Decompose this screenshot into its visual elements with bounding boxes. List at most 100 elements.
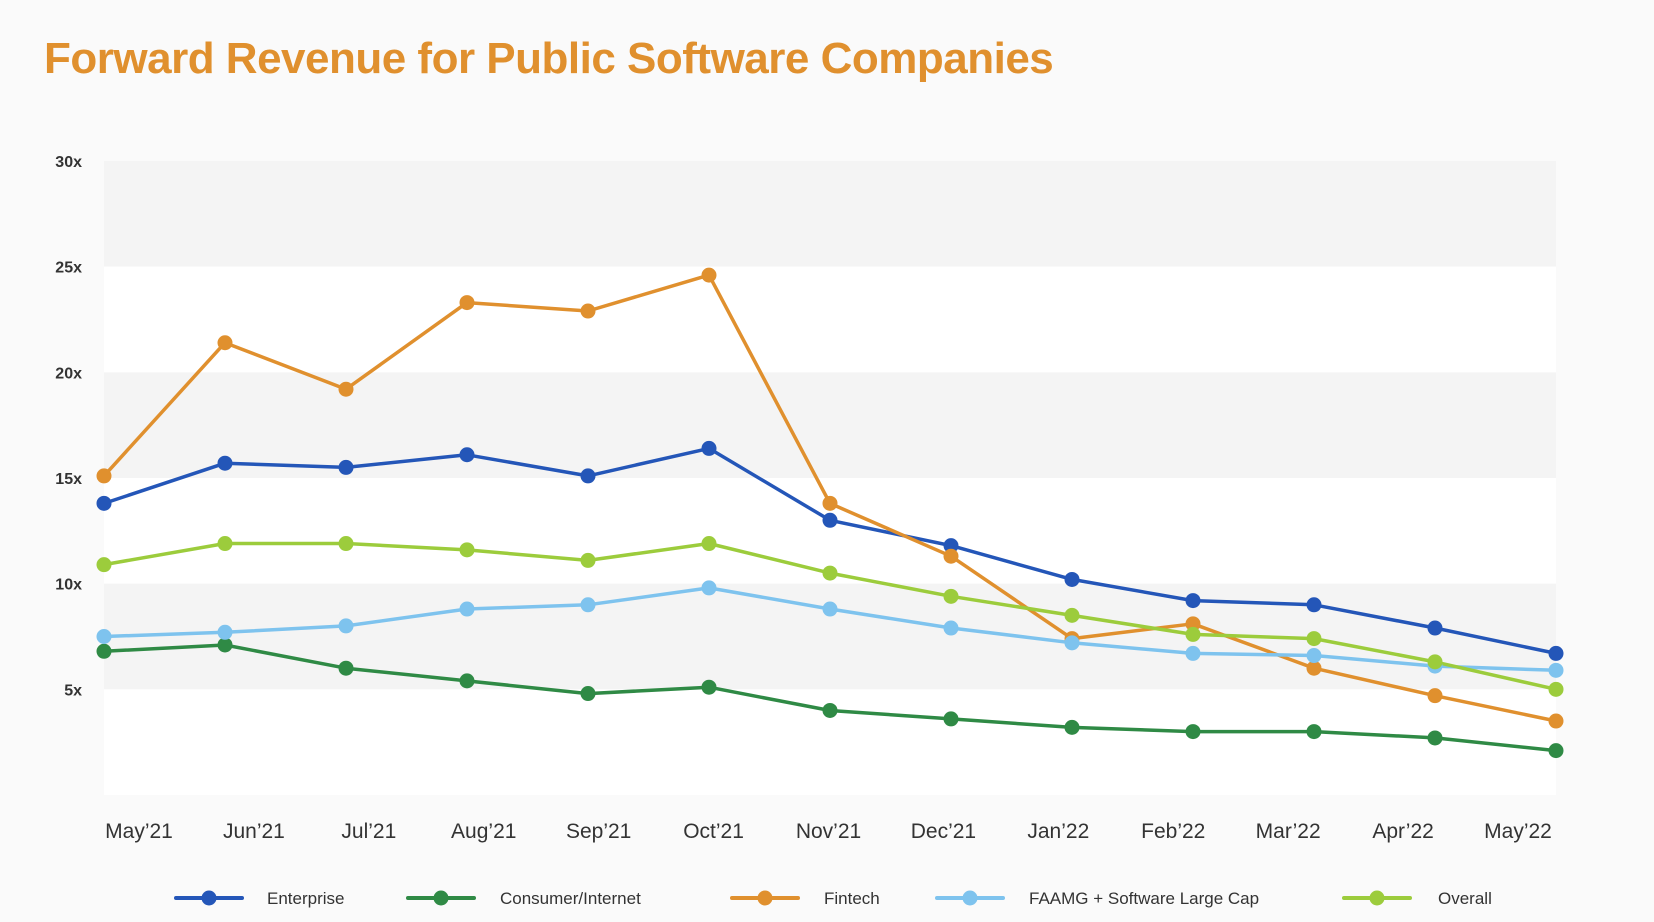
x-tick-label: Jul’21	[341, 820, 396, 843]
data-point	[338, 459, 354, 475]
data-point	[1427, 654, 1443, 670]
grid-band	[104, 372, 1556, 478]
data-point	[1548, 662, 1564, 678]
x-tick-label: Jan’22	[1027, 820, 1089, 843]
data-point	[96, 643, 112, 659]
data-point	[822, 495, 838, 511]
data-point	[701, 267, 717, 283]
legend-label: Fintech	[824, 889, 880, 908]
data-point	[217, 637, 233, 653]
data-point	[1306, 648, 1322, 664]
data-point	[1064, 719, 1080, 735]
x-tick-label: Oct’21	[683, 820, 744, 843]
x-tick-label: Sep’21	[566, 820, 631, 843]
x-tick-label: Aug’21	[451, 820, 516, 843]
x-tick-label: Dec’21	[911, 820, 976, 843]
data-point	[580, 303, 596, 319]
y-tick-label: 5x	[64, 682, 82, 699]
y-tick-label: 15x	[55, 471, 82, 488]
x-tick-label: May’22	[1484, 820, 1552, 843]
data-point	[1064, 635, 1080, 651]
y-tick-label: 10x	[55, 577, 82, 594]
y-tick-label: 25x	[55, 260, 82, 277]
legend-label: FAAMG + Software Large Cap	[1029, 889, 1259, 908]
x-tick-label: Apr’22	[1372, 820, 1433, 843]
data-point	[822, 601, 838, 617]
data-point	[1185, 626, 1201, 642]
legend-label: Enterprise	[267, 889, 344, 908]
y-tick-label: 30x	[55, 154, 82, 171]
legend-label: Consumer/Internet	[500, 889, 641, 908]
data-point	[1306, 597, 1322, 613]
chart-title: Forward Revenue for Public Software Comp…	[44, 34, 1054, 83]
legend-swatch-dot	[757, 890, 773, 906]
data-point	[217, 455, 233, 471]
data-point	[338, 381, 354, 397]
data-point	[217, 536, 233, 552]
data-point	[1185, 645, 1201, 661]
data-point	[580, 552, 596, 568]
data-point	[822, 512, 838, 528]
x-tick-label: Mar’22	[1256, 820, 1321, 843]
data-point	[96, 468, 112, 484]
data-point	[1427, 688, 1443, 704]
data-point	[1548, 743, 1564, 759]
y-tick-label: 20x	[55, 365, 82, 382]
series-points	[96, 267, 1564, 759]
data-point	[217, 335, 233, 351]
x-axis: May’21 Jun’21 Jul’21 Aug’21 Sep’21 Oct’21 Nov’…	[105, 820, 1552, 843]
data-point	[1427, 620, 1443, 636]
data-point	[701, 679, 717, 695]
data-point	[338, 660, 354, 676]
y-axis: 5x 10x 15x 20x 25x 30x	[55, 154, 82, 699]
legend: Enterprise Consumer/Internet Fintech FAAMG …	[174, 889, 1492, 908]
data-point	[338, 536, 354, 552]
data-point	[943, 620, 959, 636]
x-tick-label: May’21	[105, 820, 173, 843]
data-point	[1306, 660, 1322, 676]
data-point	[822, 565, 838, 581]
data-point	[943, 548, 959, 564]
data-point	[96, 557, 112, 573]
data-point	[459, 542, 475, 558]
legend-swatch-dot	[962, 890, 978, 906]
x-tick-label: Nov’21	[796, 820, 861, 843]
x-tick-label: Feb’22	[1141, 820, 1205, 843]
plot-background	[104, 161, 1556, 795]
data-point	[1548, 681, 1564, 697]
data-point	[1548, 713, 1564, 729]
data-point	[701, 580, 717, 596]
data-point	[580, 597, 596, 613]
data-point	[217, 624, 233, 640]
legend-label: Overall	[1438, 889, 1492, 908]
data-point	[701, 440, 717, 456]
data-point	[1185, 616, 1201, 632]
legend-swatch-dot	[433, 890, 449, 906]
data-point	[1548, 645, 1564, 661]
data-point	[1064, 607, 1080, 623]
data-point	[943, 711, 959, 727]
data-point	[1185, 593, 1201, 609]
legend-swatch-dot	[1369, 890, 1385, 906]
data-point	[96, 495, 112, 511]
data-point	[943, 538, 959, 554]
grid-band	[104, 266, 1556, 373]
data-point	[1306, 724, 1322, 740]
data-point	[459, 295, 475, 311]
data-point	[96, 629, 112, 644]
data-point	[1185, 724, 1201, 740]
data-point	[701, 536, 717, 552]
legend-swatch-dot	[201, 890, 217, 906]
data-point	[459, 447, 475, 463]
data-point	[459, 601, 475, 617]
data-point	[822, 702, 838, 718]
data-point	[1064, 571, 1080, 587]
data-point	[459, 673, 475, 689]
data-point	[580, 468, 596, 484]
data-point	[338, 618, 354, 634]
x-tick-label: Jun’21	[223, 820, 285, 843]
data-point	[580, 686, 596, 702]
data-point	[943, 588, 959, 604]
grid-band	[104, 161, 1556, 267]
